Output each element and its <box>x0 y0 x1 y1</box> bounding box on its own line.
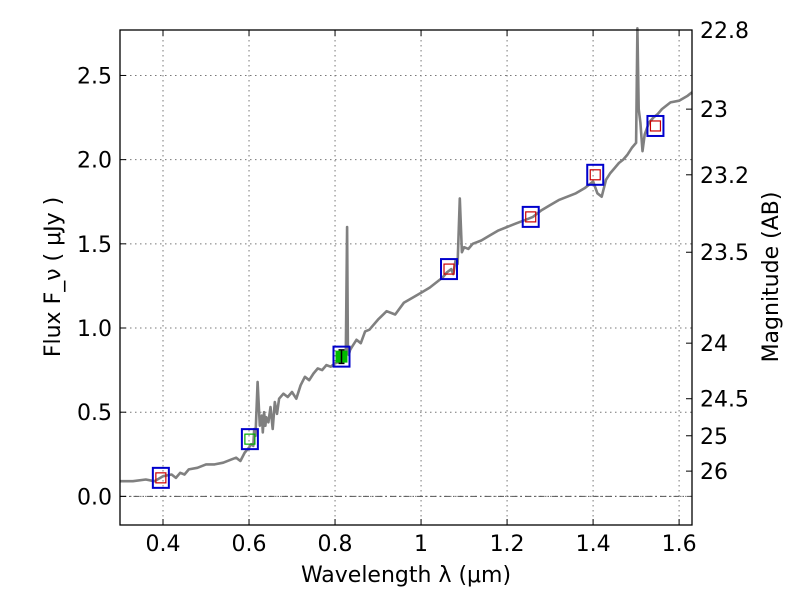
y2-tick-label: 23.2 <box>700 164 749 189</box>
photometry-box <box>521 205 540 228</box>
y2-tick-label: 23 <box>700 98 728 123</box>
photometry-point <box>151 466 170 489</box>
photometry-point <box>646 114 665 137</box>
y-tick-label: 0.0 <box>77 485 112 510</box>
spectrum-line <box>120 26 693 483</box>
y2-tick-label: 23.5 <box>700 241 749 266</box>
photometry-point <box>521 205 540 228</box>
y-axis-ticks: 0.0 0.5 1.0 1.5 2.0 2.5 <box>77 64 126 510</box>
y2-tick-label: 26 <box>700 460 728 485</box>
photometry-box <box>586 163 605 186</box>
x-axis-ticks: 0.4 0.6 0.8 1 1.2 1.4 1.6 <box>146 30 697 557</box>
y-axis-label: Flux F_ν ( μJy ) <box>41 197 66 357</box>
photometry-box <box>332 345 351 368</box>
x-axis-label: Wavelength λ (μm) <box>301 563 511 588</box>
photometry-box <box>151 466 170 489</box>
x-tick-label: 1.6 <box>662 532 697 557</box>
x-tick-label: 0.8 <box>318 532 353 557</box>
photometry-box <box>440 258 459 281</box>
plot-frame <box>119 29 693 526</box>
y2-tick-label: 24.5 <box>700 388 749 413</box>
photometry-point <box>440 258 459 281</box>
x-tick-label: 1 <box>414 532 428 557</box>
x-tick-label: 0.4 <box>146 532 181 557</box>
photometry-point <box>240 428 259 451</box>
y2-tick-label: 25 <box>700 425 728 450</box>
y-tick-label: 1.0 <box>77 317 112 342</box>
y2-axis-label: Magnitude (AB) <box>759 192 784 363</box>
photometry-box <box>646 114 665 137</box>
photometry-marker <box>244 433 256 445</box>
photometry-marker <box>155 472 167 484</box>
photometry-marker <box>649 120 662 132</box>
photometry-points <box>151 114 665 489</box>
series-layer <box>120 26 693 483</box>
y-tick-label: 2.5 <box>77 64 112 89</box>
x-tick-label: 1.4 <box>576 532 611 557</box>
photometry-box <box>240 428 259 451</box>
photometry-marker <box>525 211 537 223</box>
photometry-marker <box>443 263 455 275</box>
y2-tick-label: 22.8 <box>700 19 749 44</box>
y-tick-label: 2.0 <box>77 149 112 174</box>
y2-axis-ticks: 22.8 23 23.2 23.5 24 24.5 25 26 <box>686 19 749 485</box>
grid-lines <box>120 30 692 525</box>
x-tick-label: 0.6 <box>232 532 267 557</box>
y-tick-label: 1.5 <box>77 233 112 258</box>
photometry-marker <box>589 169 601 181</box>
y-tick-label: 0.5 <box>77 401 112 426</box>
photometry-point <box>332 345 351 368</box>
x-tick-label: 1.2 <box>490 532 525 557</box>
photometry-point <box>586 163 605 186</box>
y2-tick-label: 24 <box>700 332 728 357</box>
